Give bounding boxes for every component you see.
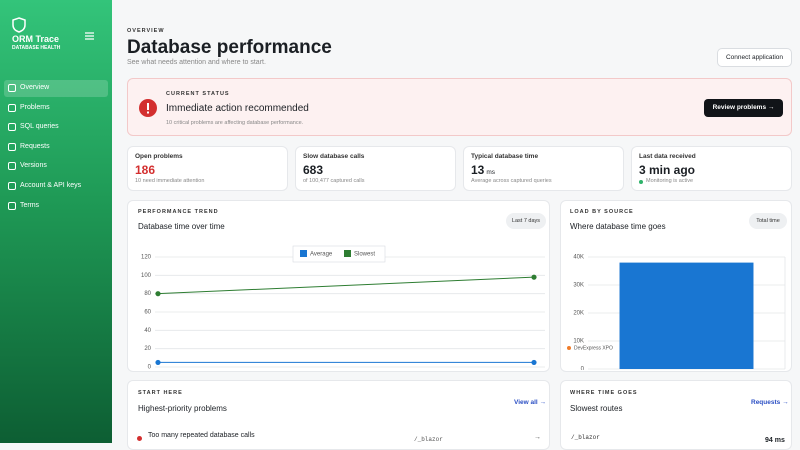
- brand: ORM Trace: [12, 34, 60, 44]
- nav-item[interactable]: SQL queries: [4, 119, 108, 136]
- review-button[interactable]: Review problems →: [704, 99, 783, 117]
- route-name[interactable]: /_blazor: [571, 434, 600, 441]
- legend-swatch: [300, 250, 307, 257]
- alert-text: 10 critical problems are affecting datab…: [166, 120, 304, 126]
- load-chart: 0 10K 20K 30K 40K DevExpress XPO: [567, 255, 786, 370]
- y-tick-label: 0: [581, 367, 585, 370]
- legend-swatch: [344, 250, 351, 257]
- severity-dot: [137, 436, 142, 441]
- legend-box: [292, 245, 386, 263]
- y-tick-label: 40K: [573, 255, 584, 261]
- eyebrow: OVERVIEW: [127, 28, 165, 34]
- problems-panel: START HERE Highest-priority problems Vie…: [127, 380, 550, 450]
- status-dot: [639, 180, 643, 184]
- category-dot: [567, 346, 571, 350]
- alert-icon: [139, 99, 157, 117]
- y-tick-label: 40: [144, 328, 151, 334]
- y-tick-label: 0: [148, 365, 152, 370]
- nav-icon: [8, 103, 16, 112]
- menu-button[interactable]: [85, 32, 94, 40]
- nav-item[interactable]: Versions: [4, 158, 108, 175]
- stat-card: Last data received 3 min ago Monitoring is…: [631, 146, 792, 191]
- y-tick-label: 20K: [573, 311, 584, 317]
- logo: [12, 17, 26, 33]
- alert-title: Immediate action recommended: [166, 103, 309, 114]
- nav-item[interactable]: Account & API keys: [4, 178, 108, 195]
- nav-item[interactable]: Requests: [4, 139, 108, 156]
- legend-label: Average: [310, 252, 333, 258]
- trend-chart: 0 20 40 60 80 100 120 Average Slowest: [141, 245, 545, 370]
- stat-label: Last data received: [639, 153, 696, 160]
- panel-title: Slowest routes: [570, 404, 623, 413]
- connect-button[interactable]: Connect application: [717, 48, 792, 67]
- point: [155, 291, 161, 297]
- panel-eyebrow: START HERE: [138, 390, 183, 396]
- y-tick-label: 60: [144, 310, 151, 316]
- tagline: DATABASE HEALTH: [12, 45, 61, 51]
- alert: CURRENT STATUS Immediate action recommen…: [127, 78, 792, 136]
- stat-card: Open problems 186 10 need immediate attent…: [127, 146, 288, 191]
- page-title: Database performance: [127, 37, 332, 58]
- category-label: DevExpress XPO: [574, 345, 613, 351]
- nav-item[interactable]: Overview: [4, 80, 108, 97]
- stat-note: Average across captured queries: [471, 178, 552, 184]
- stat-label: Typical database time: [471, 153, 539, 160]
- bar: [619, 262, 754, 369]
- stat-note: of 100,477 captured calls: [303, 178, 365, 184]
- sidebar: ORM Trace DATABASE HEALTH Overview Proble…: [0, 0, 112, 443]
- panel-title: Database time over time: [138, 222, 225, 231]
- point: [155, 359, 161, 366]
- stat-unit: ms: [486, 169, 496, 176]
- period-pill[interactable]: Last 7 days: [506, 213, 546, 229]
- y-tick-label: 80: [144, 291, 151, 297]
- subtitle: See what needs attention and where to st…: [127, 59, 266, 66]
- stat-note: Monitoring is active: [646, 178, 694, 184]
- y-tick-label: 120: [141, 255, 152, 261]
- point: [531, 359, 537, 366]
- stat-note: 10 need immediate attention: [135, 178, 205, 184]
- panel-title: Highest-priority problems: [138, 404, 227, 413]
- y-tick-label: 10K: [573, 339, 584, 345]
- nav-icon: [8, 84, 16, 92]
- legend-label: Slowest: [354, 252, 375, 258]
- y-tick-label: 20: [144, 346, 151, 352]
- route-time: 94 ms: [765, 437, 785, 444]
- alert-eyebrow: CURRENT STATUS: [166, 91, 230, 97]
- nav-icon: [8, 182, 16, 190]
- nav-item[interactable]: Terms: [4, 198, 108, 215]
- series-line: [157, 276, 535, 295]
- panel-title: Where database time goes: [570, 222, 666, 231]
- nav-item[interactable]: Problems: [4, 100, 108, 117]
- stat-label: Open problems: [135, 153, 183, 160]
- routes-panel: WHERE TIME GOES Slowest routes Requests …: [560, 380, 792, 450]
- row-arrow: →: [534, 434, 541, 441]
- panel-eyebrow: PERFORMANCE TREND: [138, 209, 219, 215]
- y-tick-label: 100: [141, 273, 152, 279]
- panel-eyebrow: WHERE TIME GOES: [570, 390, 638, 396]
- nav-icon: [8, 142, 16, 151]
- y-tick-label: 30K: [573, 283, 584, 289]
- view-all-link[interactable]: View all →: [514, 399, 547, 406]
- stat-value: 3 min ago: [639, 163, 696, 177]
- stat-value: 683: [303, 163, 324, 177]
- period-pill[interactable]: Total time: [749, 213, 787, 229]
- stat-card: Slow database calls 683 of 100,477 capture…: [295, 146, 456, 191]
- point: [531, 274, 537, 280]
- nav-icon: [8, 123, 16, 132]
- stat-value: 13 ms: [471, 163, 496, 177]
- stat-card: Typical database time 13 ms Average across …: [463, 146, 624, 191]
- requests-link[interactable]: Requests →: [751, 399, 789, 406]
- stat-label: Slow database calls: [303, 153, 365, 160]
- nav-icon: [8, 201, 16, 210]
- problem-title[interactable]: Too many repeated database calls: [148, 432, 255, 439]
- nav-icon: [8, 162, 16, 171]
- panel-eyebrow: LOAD BY SOURCE: [570, 209, 634, 215]
- stat-value: 186: [135, 163, 156, 177]
- problem-route: /_blazor: [414, 436, 443, 443]
